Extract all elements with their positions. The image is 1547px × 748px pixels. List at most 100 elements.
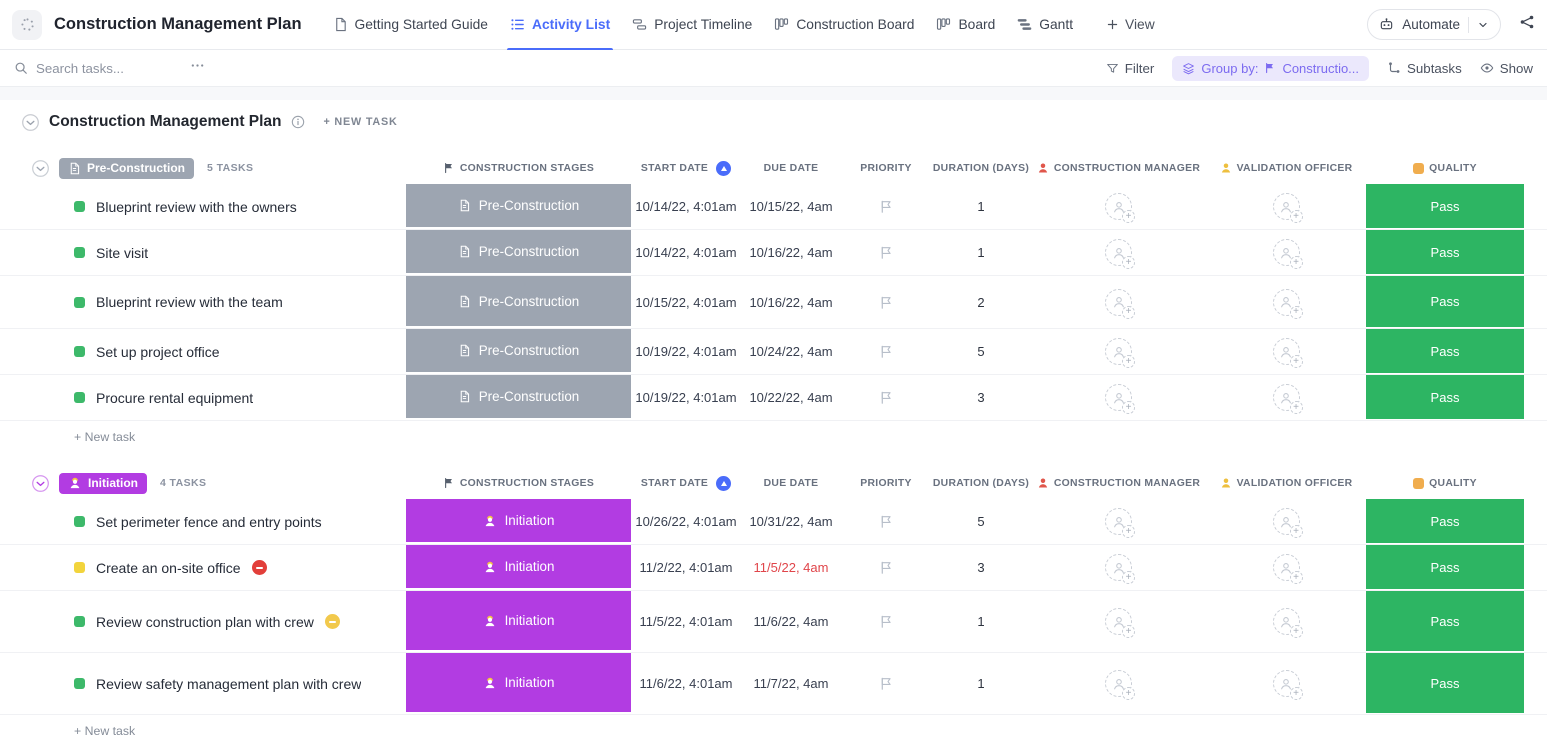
construction-manager-avatar[interactable]: + bbox=[1105, 193, 1135, 223]
quality-cell[interactable]: Pass bbox=[1366, 545, 1524, 590]
task-status-icon[interactable] bbox=[74, 201, 85, 212]
due-date-cell[interactable]: 11/6/22, 4am bbox=[753, 614, 829, 629]
construction-stage-cell[interactable]: Initiation bbox=[406, 653, 631, 714]
column-header-priority[interactable]: PRIORITY bbox=[860, 477, 912, 489]
quality-cell[interactable]: Pass bbox=[1366, 184, 1524, 229]
task-name[interactable]: Procure rental equipment bbox=[96, 389, 254, 406]
quality-cell[interactable]: Pass bbox=[1366, 276, 1524, 328]
construction-stage-cell[interactable]: Initiation bbox=[406, 545, 631, 590]
priority-flag-icon[interactable] bbox=[841, 591, 931, 652]
add-view-button[interactable]: View bbox=[1096, 17, 1165, 32]
task-name[interactable]: Site visit bbox=[96, 244, 149, 261]
duration-cell[interactable]: 5 bbox=[977, 344, 985, 359]
duration-cell[interactable]: 3 bbox=[977, 560, 985, 575]
duration-cell[interactable]: 3 bbox=[977, 390, 985, 405]
construction-manager-avatar[interactable]: + bbox=[1105, 338, 1135, 368]
group-collapse-chevron[interactable] bbox=[31, 159, 50, 178]
info-icon[interactable] bbox=[291, 115, 305, 129]
task-status-icon[interactable] bbox=[74, 346, 85, 357]
search-options-button[interactable] bbox=[186, 56, 209, 80]
show-button[interactable]: Show bbox=[1480, 61, 1533, 76]
quality-cell[interactable]: Pass bbox=[1366, 591, 1524, 652]
validation-officer-avatar[interactable]: + bbox=[1272, 239, 1303, 269]
column-header-quality[interactable]: QUALITY bbox=[1366, 467, 1524, 499]
construction-manager-avatar[interactable]: + bbox=[1105, 384, 1135, 414]
tab-project-timeline[interactable]: Project Timeline bbox=[621, 0, 763, 49]
task-status-icon[interactable] bbox=[74, 678, 85, 689]
start-date-cell[interactable]: 10/26/22, 4:01am bbox=[635, 514, 737, 529]
task-name[interactable]: Create an on-site office bbox=[96, 559, 241, 576]
due-date-cell[interactable]: 11/5/22, 4am bbox=[753, 560, 829, 575]
validation-officer-avatar[interactable]: + bbox=[1272, 384, 1303, 414]
tab-board[interactable]: Board bbox=[925, 0, 1006, 49]
column-header-construction-manager[interactable]: CONSTRUCTION MANAGER bbox=[1031, 152, 1206, 184]
add-new-task-link[interactable]: + New task bbox=[74, 430, 136, 444]
group-collapse-chevron[interactable] bbox=[31, 474, 50, 493]
construction-stage-cell[interactable]: Pre-Construction bbox=[406, 184, 631, 229]
priority-flag-icon[interactable] bbox=[841, 499, 931, 544]
quality-cell[interactable]: Pass bbox=[1366, 653, 1524, 714]
column-header-quality[interactable]: QUALITY bbox=[1366, 152, 1524, 184]
new-task-button[interactable]: + NEW TASK bbox=[323, 116, 398, 128]
column-header-due-date[interactable]: DUE DATE bbox=[763, 477, 819, 489]
task-name[interactable]: Review construction plan with crew bbox=[96, 613, 314, 630]
group-badge[interactable]: Initiation bbox=[59, 472, 147, 494]
construction-manager-avatar[interactable]: + bbox=[1105, 288, 1135, 319]
due-date-cell[interactable]: 10/16/22, 4am bbox=[749, 294, 833, 310]
validation-officer-avatar[interactable]: + bbox=[1272, 288, 1303, 319]
filter-button[interactable]: Filter bbox=[1106, 61, 1154, 76]
start-date-cell[interactable]: 11/6/22, 4:01am bbox=[639, 676, 733, 691]
add-new-task-link[interactable]: + New task bbox=[74, 724, 136, 738]
quality-cell[interactable]: Pass bbox=[1366, 499, 1524, 544]
group-badge[interactable]: Pre-Construction bbox=[59, 157, 195, 179]
duration-cell[interactable]: 1 bbox=[977, 614, 985, 629]
task-status-icon[interactable] bbox=[74, 296, 85, 308]
priority-flag-icon[interactable] bbox=[841, 375, 931, 420]
due-date-cell[interactable]: 10/15/22, 4am bbox=[749, 199, 833, 214]
validation-officer-avatar[interactable]: + bbox=[1272, 608, 1303, 638]
share-button[interactable] bbox=[1519, 14, 1535, 35]
start-date-cell[interactable]: 10/19/22, 4:01am bbox=[635, 344, 737, 359]
validation-officer-avatar[interactable]: + bbox=[1272, 554, 1303, 584]
task-name[interactable]: Review safety management plan with crew bbox=[96, 675, 362, 692]
task-status-icon[interactable] bbox=[74, 247, 85, 258]
quality-cell[interactable]: Pass bbox=[1366, 329, 1524, 374]
section-collapse-chevron[interactable] bbox=[21, 113, 40, 132]
validation-officer-avatar[interactable]: + bbox=[1272, 670, 1303, 700]
construction-manager-avatar[interactable]: + bbox=[1105, 554, 1135, 584]
sort-ascending-icon[interactable] bbox=[716, 475, 732, 491]
task-name[interactable]: Set perimeter fence and entry points bbox=[96, 513, 322, 530]
quality-cell[interactable]: Pass bbox=[1366, 230, 1524, 275]
duration-cell[interactable]: 5 bbox=[977, 514, 985, 529]
duration-cell[interactable]: 2 bbox=[977, 294, 985, 310]
sort-ascending-icon[interactable] bbox=[716, 160, 732, 176]
tab-getting-started-guide[interactable]: Getting Started Guide bbox=[322, 0, 499, 49]
construction-stage-cell[interactable]: Pre-Construction bbox=[406, 276, 631, 328]
column-header-validation-officer[interactable]: VALIDATION OFFICER bbox=[1206, 467, 1366, 499]
task-status-icon[interactable] bbox=[74, 392, 85, 403]
column-header-duration[interactable]: DURATION (DAYS) bbox=[932, 162, 1030, 174]
quality-cell[interactable]: Pass bbox=[1366, 375, 1524, 420]
tab-gantt[interactable]: Gantt bbox=[1006, 0, 1084, 49]
construction-stage-cell[interactable]: Pre-Construction bbox=[406, 375, 631, 420]
column-header-priority[interactable]: PRIORITY bbox=[860, 162, 912, 174]
priority-flag-icon[interactable] bbox=[841, 545, 931, 590]
due-date-cell[interactable]: 11/7/22, 4am bbox=[753, 676, 829, 691]
construction-stage-cell[interactable]: Initiation bbox=[406, 499, 631, 544]
construction-stage-cell[interactable]: Pre-Construction bbox=[406, 329, 631, 374]
construction-stage-cell[interactable]: Pre-Construction bbox=[406, 230, 631, 275]
column-header-start-date[interactable]: START DATE bbox=[631, 467, 741, 499]
due-date-cell[interactable]: 10/31/22, 4am bbox=[749, 514, 833, 529]
validation-officer-avatar[interactable]: + bbox=[1272, 193, 1303, 223]
validation-officer-avatar[interactable]: + bbox=[1272, 338, 1303, 368]
duration-cell[interactable]: 1 bbox=[977, 199, 985, 214]
task-flag-icon[interactable] bbox=[324, 614, 340, 629]
priority-flag-icon[interactable] bbox=[841, 230, 931, 275]
tab-activity-list[interactable]: Activity List bbox=[499, 0, 621, 50]
construction-manager-avatar[interactable]: + bbox=[1105, 239, 1135, 269]
column-header-duration[interactable]: DURATION (DAYS) bbox=[932, 477, 1030, 489]
task-name[interactable]: Set up project office bbox=[96, 343, 220, 360]
task-flag-icon[interactable] bbox=[251, 560, 267, 575]
task-name[interactable]: Blueprint review with the owners bbox=[96, 198, 297, 215]
column-header-start-date[interactable]: START DATE bbox=[631, 152, 741, 184]
